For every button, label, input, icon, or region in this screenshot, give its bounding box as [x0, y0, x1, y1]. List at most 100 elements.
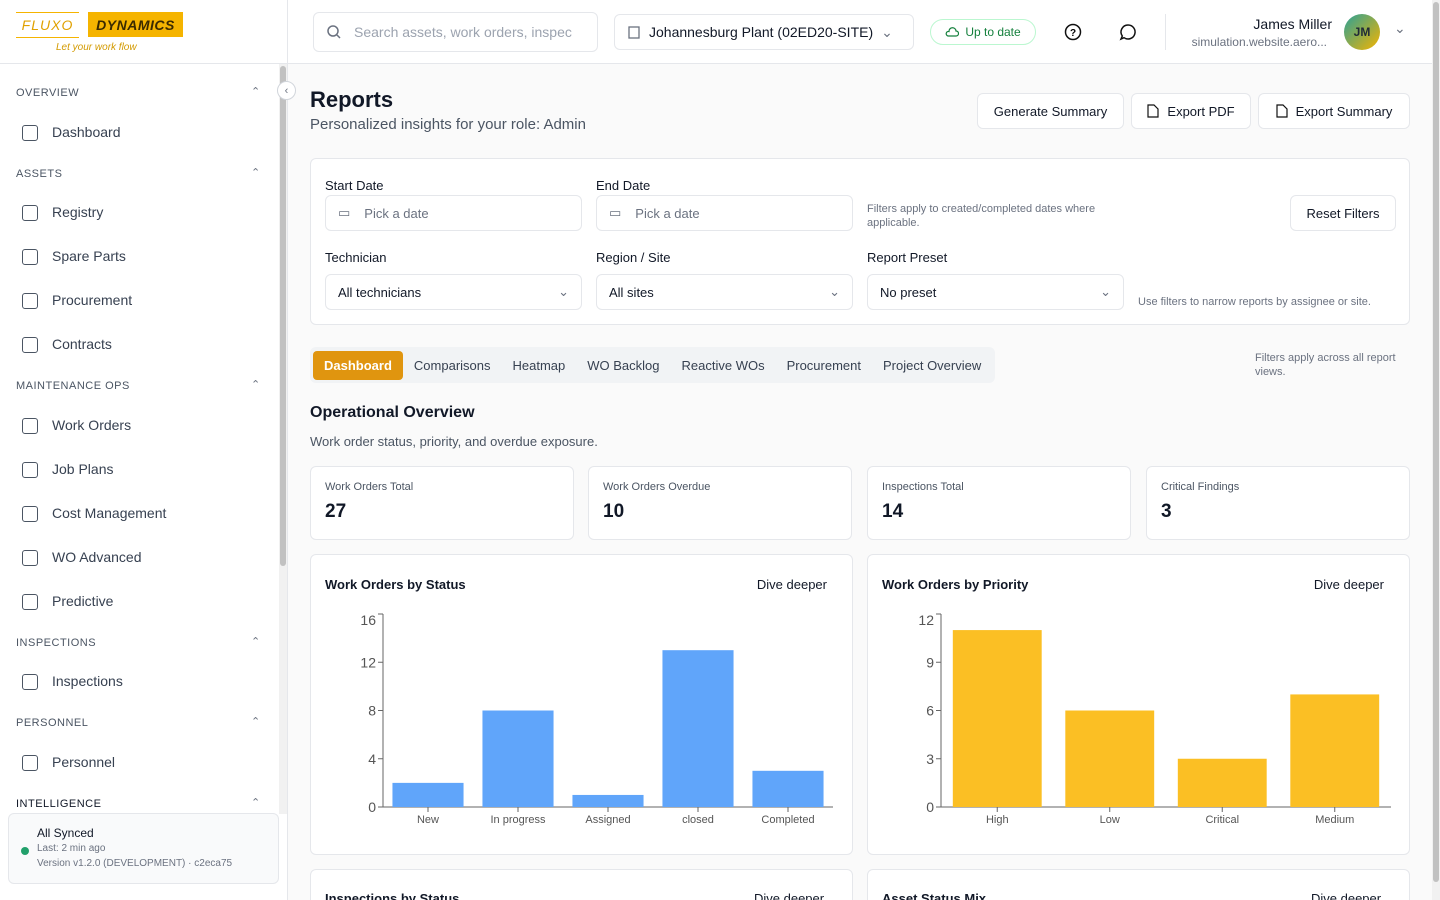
tabs-note: Filters apply across all report views.	[1255, 352, 1396, 378]
scroll-thumb[interactable]	[280, 66, 286, 566]
nav-label: Predictive	[52, 592, 114, 609]
section-title: OVERVIEW	[16, 87, 80, 99]
preset-select[interactable]: No preset ⌄	[867, 274, 1124, 310]
nav-item[interactable]: Registry	[8, 193, 270, 233]
section-toggle[interactable]: ⌃	[251, 796, 261, 809]
brand-right: DYNAMICS	[88, 12, 183, 37]
export-pdf[interactable]: Export PDF	[1131, 93, 1251, 129]
technician-label: Technician	[325, 250, 387, 265]
section-toggle[interactable]: ⌃	[251, 379, 261, 391]
sync-pill: Up to date	[930, 19, 1036, 45]
nav-label: Dashboard	[52, 123, 121, 140]
section-toggle[interactable]: ⌃	[251, 716, 261, 728]
card-link[interactable]: Dive deeper	[1311, 891, 1382, 900]
nav-icon	[22, 205, 38, 221]
nav-item[interactable]: Dashboard	[8, 113, 270, 153]
end-date[interactable]: ▭ Pick a date	[596, 195, 853, 231]
kpi-label: Work Orders Total	[325, 481, 414, 493]
section-toggle[interactable]: ⌃	[251, 166, 261, 179]
file-icon	[1275, 104, 1288, 118]
nav-item[interactable]: Procurement	[8, 281, 270, 321]
kpi-value: 27	[325, 501, 347, 522]
tab[interactable]: Dashboard	[313, 350, 403, 380]
nav-item[interactable]: Inspections	[8, 662, 270, 702]
kpi-value: 14	[882, 501, 904, 522]
tab[interactable]: Heatmap	[512, 357, 566, 373]
topbar: Search assets, work orders, inspec Johan…	[288, 0, 1432, 64]
nav-label: Cost Management	[52, 504, 167, 521]
site-select[interactable]: Johannesburg Plant (02ED20-SITE) ⌄	[614, 14, 914, 50]
start-date[interactable]: ▭ Pick a date	[325, 195, 582, 231]
avatar[interactable]: JM	[1344, 14, 1380, 50]
nav-icon	[22, 754, 38, 771]
nav-item[interactable]: Spare Parts	[8, 237, 270, 277]
sidebar: FLUXO DYNAMICS Let your work flow All Sy…	[0, 0, 288, 900]
start-date-placeholder: Pick a date	[364, 205, 429, 221]
section-subtitle: Work order status, priority, and overdue…	[310, 434, 598, 449]
tab[interactable]: WO Backlog	[587, 357, 660, 373]
section-title: Operational Overview	[310, 404, 475, 421]
region-value: All sites	[609, 284, 654, 300]
section-title: PERSONNEL	[16, 717, 89, 729]
sync-status: All Synced	[37, 826, 94, 840]
section-toggle[interactable]: ⌃	[251, 86, 261, 98]
preset-label: Report Preset	[867, 250, 948, 265]
kpi-card: Work Orders Overdue 10	[588, 466, 852, 540]
divider	[0, 63, 287, 64]
card-title: Asset Status Mix	[882, 891, 987, 900]
card-link[interactable]: Dive deeper	[754, 891, 825, 900]
nav-item[interactable]: Contracts	[8, 325, 270, 365]
export-pdf-label: Export PDF	[1167, 103, 1235, 119]
filter-hint: Use filters to narrow reports by assigne…	[1138, 296, 1371, 308]
tab[interactable]: Comparisons	[413, 357, 491, 373]
sync-dot	[21, 847, 29, 855]
tab[interactable]: Project Overview	[883, 357, 982, 373]
region-label: Region / Site	[596, 250, 671, 265]
kpi-value: 3	[1161, 501, 1172, 522]
export-summary[interactable]: Export Summary	[1258, 93, 1410, 129]
page-subtitle: Personalized insights for your role: Adm…	[310, 116, 586, 133]
section-title: INTELLIGENCE	[16, 797, 102, 810]
cloud-icon	[945, 27, 960, 37]
chart-card	[310, 869, 853, 900]
region-select[interactable]: All sites ⌄	[596, 274, 853, 310]
user-email: simulation.website.aero...	[1191, 35, 1327, 49]
generate-summary[interactable]: Generate Summary	[977, 93, 1124, 129]
nav-item[interactable]: Job Plans	[8, 450, 270, 490]
kpi-value: 10	[603, 501, 625, 522]
section-toggle[interactable]: ⌃	[251, 635, 261, 648]
nav-item[interactable]: Cost Management	[8, 494, 270, 534]
brand-tagline: Let your work flow	[56, 42, 137, 53]
nav-icon	[22, 293, 38, 309]
search[interactable]: Search assets, work orders, inspec	[313, 12, 598, 52]
tab[interactable]: Reactive WOs	[681, 357, 765, 373]
divider	[1165, 14, 1166, 50]
help-icon[interactable]: ?	[1064, 23, 1082, 41]
sync-text: Up to date	[965, 25, 1021, 39]
sync-card: All Synced Last: 2 min ago Version v1.2.…	[8, 813, 279, 884]
nav-item[interactable]: Predictive	[8, 582, 270, 622]
building-icon	[628, 26, 640, 39]
technician-select[interactable]: All technicians ⌄	[325, 274, 582, 310]
nav-label: Work Orders	[52, 416, 132, 433]
sync-last: Last: 2 min ago	[37, 843, 106, 854]
nav-item[interactable]: Personnel	[8, 743, 270, 783]
kpi-label: Inspections Total	[882, 481, 964, 493]
chart-card	[867, 869, 1410, 900]
page-title: Reports	[310, 87, 394, 112]
version: Version v1.2.0 (DEVELOPMENT) · c2eca75	[37, 858, 233, 869]
user-menu-chevron[interactable]: ⌄	[1394, 20, 1406, 36]
end-date-placeholder: Pick a date	[635, 205, 700, 221]
kpi-card: Critical Findings 3	[1146, 466, 1410, 540]
collapse-button[interactable]: ‹	[277, 81, 296, 100]
nav-item[interactable]: Work Orders	[8, 406, 270, 446]
chat-icon[interactable]	[1119, 23, 1137, 41]
tab[interactable]: Procurement	[786, 357, 861, 373]
reset-filters[interactable]: Reset Filters	[1290, 195, 1396, 231]
card-title: Inspections by Status	[325, 891, 460, 900]
site-name: Johannesburg Plant (02ED20-SITE)	[649, 24, 874, 40]
nav-label: Job Plans	[52, 460, 114, 477]
nav-icon	[22, 674, 38, 690]
nav-item[interactable]: WO Advanced	[8, 538, 270, 578]
